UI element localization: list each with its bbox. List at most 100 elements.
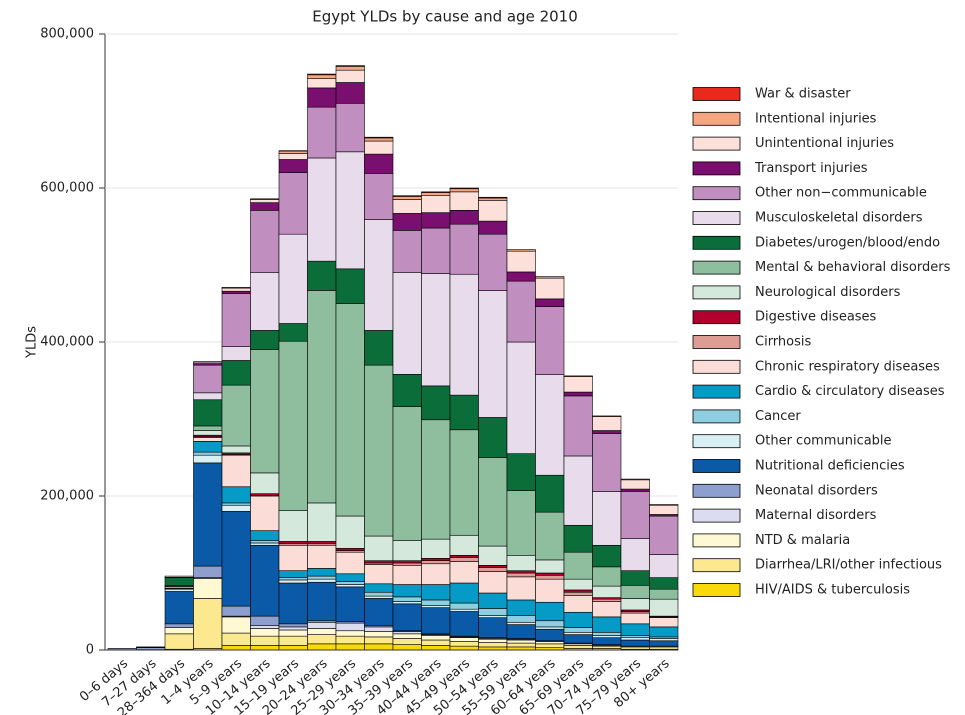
bar-segment (164, 577, 194, 586)
bar-segment (535, 641, 565, 645)
bar-segment (307, 73, 337, 76)
bar-segment (392, 540, 422, 561)
bar-segment (620, 479, 650, 490)
bar-segment (221, 445, 251, 454)
bar-segment (421, 385, 451, 421)
bar-segment (307, 544, 337, 569)
bar-segment (563, 634, 593, 644)
legend-swatch (692, 161, 741, 176)
bar-segment (563, 591, 593, 596)
bar-segment (193, 598, 223, 649)
bar-segment (278, 323, 308, 342)
legend-swatch (692, 136, 741, 151)
bar-segment (421, 639, 451, 646)
bar-segment (421, 212, 451, 229)
bar-segment (278, 579, 308, 584)
bar-segment (164, 627, 194, 635)
bar-segment (335, 551, 365, 575)
bar-segment (278, 510, 308, 542)
bar-segment (221, 287, 251, 292)
bar-segment (563, 455, 593, 526)
bar-segment (620, 623, 650, 636)
legend-label: Neurological disorders (755, 285, 901, 300)
bar-segment (535, 559, 565, 574)
bar-segment (335, 573, 365, 582)
bar-segment (221, 616, 251, 634)
legend-swatch (692, 285, 741, 300)
bar-segment (449, 637, 479, 642)
bar-segment (221, 486, 251, 504)
bar-segment (392, 406, 422, 541)
bar-segment (392, 213, 422, 231)
bar-segment (193, 364, 223, 394)
bar-segment (421, 558, 451, 561)
bar-segment (535, 276, 565, 279)
bar-segment (193, 451, 223, 456)
bar-segment (563, 524, 593, 553)
bar-segment (193, 565, 223, 578)
bar-segment (421, 273, 451, 387)
bar-segment (250, 199, 280, 203)
bar-segment (335, 584, 365, 588)
bar-segment (449, 394, 479, 431)
bar-segment (392, 196, 422, 200)
bar-segment (335, 69, 365, 83)
y-tick-label: 800,000 (40, 27, 94, 42)
bar-segment (221, 384, 251, 447)
bar-segment (449, 557, 479, 562)
bar-segment (535, 572, 565, 576)
legend-label: Diarrhea/LRI/other infectious (755, 558, 942, 573)
bar-segment (335, 268, 365, 304)
bar-segment (278, 172, 308, 235)
legend-label: Nutritional deficiencies (755, 459, 905, 474)
bar-segment (278, 150, 308, 154)
legend-label: Other non−communicable (755, 186, 927, 201)
bar-segment (364, 643, 394, 651)
legend-swatch (692, 111, 741, 126)
bar-segment (535, 277, 565, 300)
bar-segment (392, 596, 422, 602)
bar-segment (478, 638, 508, 643)
legend-label: NTD & malaria (755, 533, 850, 548)
bar-segment (620, 635, 650, 638)
bar-segment (421, 192, 451, 196)
bar-segment (364, 631, 394, 638)
bar-segment (478, 196, 508, 199)
bar-segment (592, 631, 622, 636)
bar-segment (335, 303, 365, 517)
bar-segment (307, 568, 337, 577)
bar-segment (649, 504, 679, 515)
bar-segment (250, 635, 280, 646)
bar-segment (592, 416, 622, 431)
bar-segment (506, 554, 536, 571)
bar-segment (620, 612, 650, 625)
bar-segment (649, 598, 679, 617)
bar-segment (335, 65, 365, 67)
bar-segment (193, 425, 223, 431)
bar-segment (164, 633, 194, 650)
bar-segment (307, 575, 337, 580)
legend-label: Cancer (755, 409, 801, 424)
bar-segment (649, 640, 679, 647)
bar-segment (506, 490, 536, 556)
bar-segment (335, 548, 365, 551)
bar-segment (620, 478, 650, 481)
bar-segment (335, 82, 365, 104)
bar-segment (478, 417, 508, 458)
legend-swatch (692, 533, 741, 548)
bar-segment (250, 198, 280, 200)
bar-segment (535, 601, 565, 622)
bar-segment (620, 598, 650, 611)
bar-segment (506, 621, 536, 625)
bar-segment (506, 280, 536, 343)
bar-segment (278, 582, 308, 625)
bar-segment (563, 376, 593, 393)
bar-segment (478, 615, 508, 618)
bar-segment (649, 617, 679, 628)
bar-segment (364, 626, 394, 632)
bar-segment (221, 454, 251, 488)
bar-segment (563, 395, 593, 457)
bar-segment (563, 611, 593, 628)
bar-segment (221, 632, 251, 646)
bar-segment (250, 628, 280, 637)
